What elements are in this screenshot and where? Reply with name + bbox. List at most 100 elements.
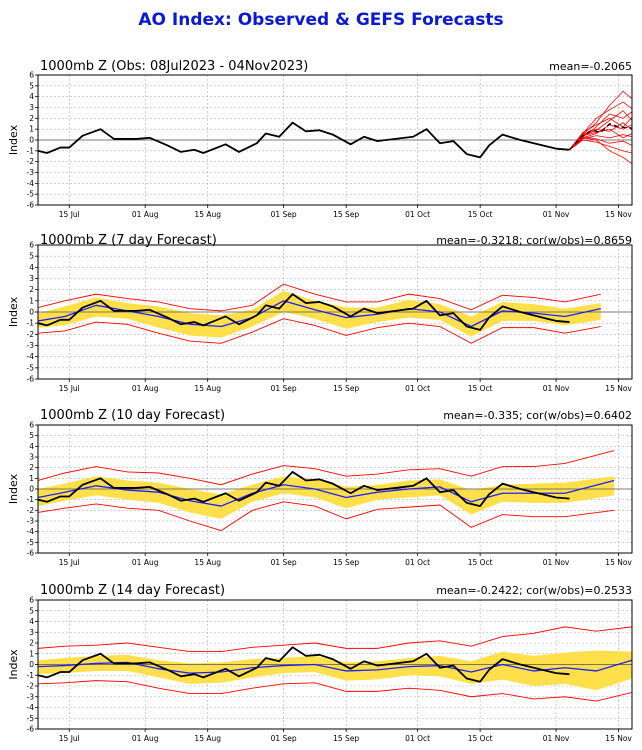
y-axis-label: Index bbox=[7, 473, 20, 504]
y-tick-label: -5 bbox=[27, 190, 35, 199]
x-tick-label: 15 Jul bbox=[59, 558, 80, 567]
y-tick-label: -2 bbox=[27, 330, 35, 339]
y-tick-label: 4 bbox=[29, 92, 34, 101]
x-tick-label: 01 Sep bbox=[271, 734, 297, 743]
y-tick-label: -3 bbox=[27, 692, 35, 701]
x-tick-label: 15 Oct bbox=[468, 734, 493, 743]
plot-layer bbox=[38, 283, 632, 344]
y-tick-label: -6 bbox=[27, 549, 35, 558]
x-tick-label: 15 Sep bbox=[333, 558, 359, 567]
x-tick-label: 15 Jul bbox=[59, 210, 80, 219]
x-tick-label: 01 Nov bbox=[543, 734, 570, 743]
y-tick-label: 3 bbox=[29, 453, 34, 462]
y-tick-label: 5 bbox=[29, 431, 34, 440]
observed-series-line bbox=[38, 293, 570, 331]
ensemble-member-line bbox=[569, 137, 632, 165]
panel-title: 1000mb Z (10 day Forecast) bbox=[40, 408, 225, 423]
x-tick-label: 01 Sep bbox=[271, 384, 297, 393]
x-tick-label: 01 Aug bbox=[132, 558, 159, 567]
x-tick-label: 15 Oct bbox=[468, 210, 493, 219]
y-tick-label: 3 bbox=[29, 103, 34, 112]
x-tick-label: 15 Aug bbox=[194, 384, 221, 393]
x-tick-label: 15 Nov bbox=[605, 558, 632, 567]
y-tick-label: -5 bbox=[27, 538, 35, 547]
envelope-upper-line bbox=[38, 283, 601, 312]
y-tick-label: -3 bbox=[27, 517, 35, 526]
x-tick-label: 01 Oct bbox=[405, 384, 430, 393]
panel-stat: mean=-0.2065 bbox=[549, 60, 632, 73]
y-tick-label: 4 bbox=[29, 442, 34, 451]
x-tick-label: 15 Sep bbox=[333, 734, 359, 743]
y-tick-label: 5 bbox=[29, 252, 34, 261]
x-tick-label: 01 Nov bbox=[543, 384, 570, 393]
x-tick-label: 15 Jul bbox=[59, 734, 80, 743]
y-tick-label: 6 bbox=[29, 596, 34, 605]
y-tick-label: 6 bbox=[29, 421, 34, 430]
chart-panel-1: -6 -5 -4 -3 -2 -10 1 2 3 4 56 15 Jul 01 Aug 15 Aug 01 … bbox=[7, 59, 633, 219]
x-tick-label: 01 Nov bbox=[543, 210, 570, 219]
envelope-upper-line bbox=[38, 450, 615, 486]
y-tick-label: 1 bbox=[29, 296, 34, 305]
envelope-lower-line bbox=[38, 501, 615, 532]
panel-stat: mean=-0.2422; cor(w/obs)=0.2533 bbox=[436, 584, 632, 597]
y-tick-label: 1 bbox=[29, 474, 34, 483]
y-tick-label: -3 bbox=[27, 168, 35, 177]
ensemble-member-line bbox=[569, 128, 632, 151]
observed-series-line bbox=[38, 646, 570, 683]
x-tick-label: 15 Jul bbox=[59, 384, 80, 393]
plot-layer bbox=[38, 626, 632, 702]
y-tick-label: 2 bbox=[29, 285, 34, 294]
envelope-upper-line bbox=[38, 626, 632, 653]
panel-stat: mean=-0.335; cor(w/obs)=0.6402 bbox=[443, 409, 632, 422]
y-tick-label: -5 bbox=[27, 363, 35, 372]
envelope-lower-line bbox=[38, 680, 632, 702]
y-tick-label: -6 bbox=[27, 375, 35, 384]
chart-panel-2: -6 -5 -4 -3 -2 -1 0 1 2 3 4 5 6 15 Jul 01 Aug 15 Aug 01 … bbox=[7, 233, 633, 393]
x-tick-label: 15 Nov bbox=[605, 734, 632, 743]
panel-stat: mean=-0.3218; cor(w/obs)=0.8659 bbox=[436, 234, 632, 247]
panel-title: 1000mb Z (14 day Forecast) bbox=[40, 583, 225, 598]
y-tick-label: -6 bbox=[27, 725, 35, 734]
x-tick-label: 15 Oct bbox=[468, 558, 493, 567]
y-tick-label: -2 bbox=[27, 682, 35, 691]
x-tick-label: 01 Aug bbox=[132, 210, 159, 219]
x-tick-label: 15 Nov bbox=[605, 210, 632, 219]
spread-band bbox=[38, 290, 601, 338]
y-tick-label: -3 bbox=[27, 341, 35, 350]
x-tick-label: 01 Sep bbox=[271, 558, 297, 567]
y-tick-label: -1 bbox=[27, 495, 35, 504]
envelope-lower-line bbox=[38, 318, 601, 344]
x-tick-label: 01 Nov bbox=[543, 558, 570, 567]
x-tick-label: 01 Sep bbox=[271, 210, 297, 219]
y-tick-label: 2 bbox=[29, 639, 34, 648]
x-tick-label: 15 Aug bbox=[194, 558, 221, 567]
ensemble-member-line bbox=[569, 134, 632, 151]
plot-layer bbox=[38, 90, 632, 165]
x-tick-label: 01 Oct bbox=[405, 210, 430, 219]
y-tick-label: -6 bbox=[27, 201, 35, 210]
spread-band bbox=[38, 650, 632, 691]
y-tick-label: -1 bbox=[27, 146, 35, 155]
x-tick-label: 15 Sep bbox=[333, 384, 359, 393]
y-tick-label: 0 bbox=[29, 485, 34, 494]
y-tick-label: 5 bbox=[29, 606, 34, 615]
x-tick-label: 15 Aug bbox=[194, 734, 221, 743]
x-tick-label: 15 Sep bbox=[333, 210, 359, 219]
y-tick-label: 3 bbox=[29, 628, 34, 637]
panel-title: 1000mb Z (7 day Forecast) bbox=[40, 233, 217, 248]
y-tick-label: 0 bbox=[29, 136, 34, 145]
x-tick-label: 01 Aug bbox=[132, 384, 159, 393]
x-tick-label: 15 Nov bbox=[605, 384, 632, 393]
ensemble-member-line bbox=[569, 101, 632, 151]
ensemble-member-line bbox=[569, 139, 632, 154]
spread-band bbox=[38, 476, 615, 519]
y-tick-label: -2 bbox=[27, 506, 35, 515]
y-tick-label: 2 bbox=[29, 463, 34, 472]
y-tick-label: 6 bbox=[29, 71, 34, 80]
page-title: AO Index: Observed & GEFS Forecasts bbox=[138, 10, 504, 30]
y-tick-label: -4 bbox=[27, 703, 35, 712]
ensemble-mean-series-line bbox=[38, 479, 615, 507]
x-tick-label: 15 Oct bbox=[468, 384, 493, 393]
